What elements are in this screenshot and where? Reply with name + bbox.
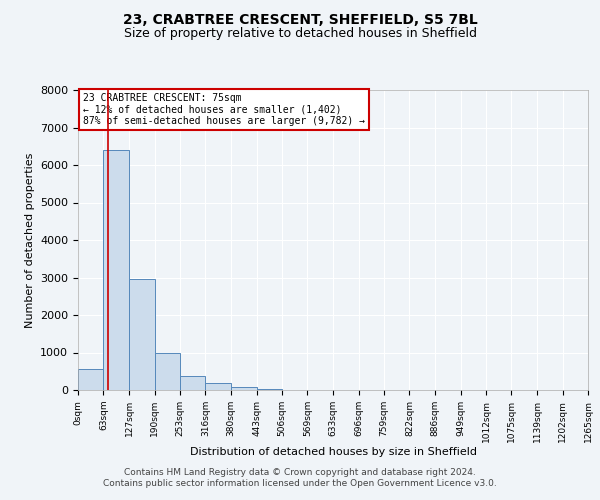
Text: 23 CRABTREE CRESCENT: 75sqm
← 12% of detached houses are smaller (1,402)
87% of : 23 CRABTREE CRESCENT: 75sqm ← 12% of det… bbox=[83, 93, 365, 126]
Bar bbox=[78, 370, 103, 390]
Text: Size of property relative to detached houses in Sheffield: Size of property relative to detached ho… bbox=[124, 28, 476, 40]
Bar bbox=[231, 387, 257, 390]
Bar bbox=[103, 150, 129, 390]
Text: 23, CRABTREE CRESCENT, SHEFFIELD, S5 7BL: 23, CRABTREE CRESCENT, SHEFFIELD, S5 7BL bbox=[122, 12, 478, 26]
X-axis label: Distribution of detached houses by size in Sheffield: Distribution of detached houses by size … bbox=[190, 448, 476, 458]
Bar bbox=[205, 384, 231, 390]
Text: Contains HM Land Registry data © Crown copyright and database right 2024.
Contai: Contains HM Land Registry data © Crown c… bbox=[103, 468, 497, 487]
Bar bbox=[180, 376, 205, 390]
Bar bbox=[155, 354, 180, 390]
Y-axis label: Number of detached properties: Number of detached properties bbox=[25, 152, 35, 328]
Bar bbox=[129, 280, 155, 390]
Bar bbox=[257, 389, 282, 390]
